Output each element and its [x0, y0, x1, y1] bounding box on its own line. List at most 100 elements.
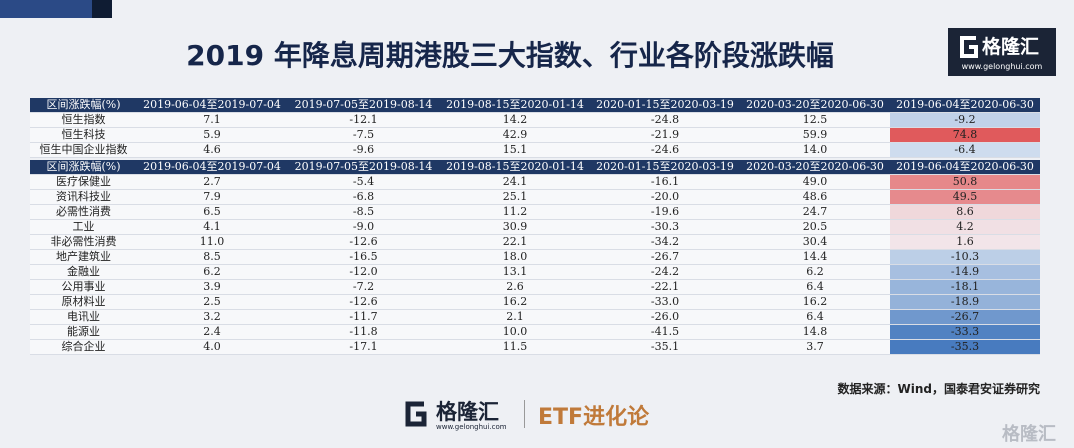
- row: 医疗保健业 2.7 -5.4 24.1 -16.1 49.0 50.8: [30, 174, 1040, 190]
- cell: 10.0: [440, 324, 590, 340]
- cell: 6.4: [740, 309, 890, 325]
- cell: 5.9: [137, 127, 287, 143]
- row: 工业 4.1 -9.0 30.9 -30.3 20.5 4.2: [30, 219, 1040, 235]
- cell: -35.1: [590, 339, 740, 355]
- cell: -14.9: [890, 264, 1040, 280]
- footer-logo-name: 格隆汇: [436, 400, 499, 424]
- logo-icon: [960, 36, 978, 58]
- cell: -10.3: [890, 249, 1040, 265]
- column-header: 2020-01-15至2020-03-19: [590, 98, 740, 113]
- cell: -33.0: [590, 294, 740, 310]
- cell: 11.0: [137, 234, 287, 250]
- cell: -19.6: [590, 204, 740, 220]
- cell: 16.2: [740, 294, 890, 310]
- row-label: 公用事业: [30, 279, 137, 295]
- row-label: 医疗保健业: [30, 174, 137, 190]
- top-bar-block: [92, 0, 112, 18]
- column-header: 2019-06-04至2019-07-04: [137, 98, 287, 113]
- source: 数据来源：Wind，国泰君安证券研究: [837, 382, 1040, 396]
- cell: -5.4: [287, 174, 440, 190]
- column-header: 区间涨跌幅(%): [30, 160, 137, 175]
- row: 地产建筑业 8.5 -16.5 18.0 -26.7 14.4 -10.3: [30, 249, 1040, 265]
- cell: 7.9: [137, 189, 287, 205]
- cell: -8.5: [287, 204, 440, 220]
- cell: -22.1: [590, 279, 740, 295]
- cell: 2.4: [137, 324, 287, 340]
- cell: -16.5: [287, 249, 440, 265]
- cell: -9.2: [890, 112, 1040, 128]
- watermark: 格隆汇: [1002, 424, 1056, 445]
- cell: -24.6: [590, 142, 740, 158]
- cell: 24.1: [440, 174, 590, 190]
- header-row: 区间涨跌幅(%) 2019-06-04至2019-07-04 2019-07-05至…: [30, 160, 1040, 175]
- column-header: 2019-07-05至2019-08-14: [287, 98, 440, 113]
- cell: -12.0: [287, 264, 440, 280]
- cell: 14.4: [740, 249, 890, 265]
- cell: 18.0: [440, 249, 590, 265]
- cell: -6.4: [890, 142, 1040, 158]
- logo-url: www.gelonghui.com: [961, 62, 1043, 71]
- cell: -30.3: [590, 219, 740, 235]
- cell: -35.3: [890, 339, 1040, 355]
- cell: 6.2: [740, 264, 890, 280]
- row: 恒生指数 7.1 -12.1 14.2 -24.8 12.5 -9.2: [30, 112, 1040, 128]
- cell: -34.2: [590, 234, 740, 250]
- row: 电讯业 3.2 -11.7 2.1 -26.0 6.4 -26.7: [30, 309, 1040, 325]
- cell: 49.5: [890, 189, 1040, 205]
- cell: 48.6: [740, 189, 890, 205]
- cell: -18.1: [890, 279, 1040, 295]
- cell: -20.0: [590, 189, 740, 205]
- cell: -24.8: [590, 112, 740, 128]
- cell: -16.1: [590, 174, 740, 190]
- cell: 11.2: [440, 204, 590, 220]
- logo-name: 格隆汇: [982, 36, 1040, 58]
- cell: 4.1: [137, 219, 287, 235]
- row: 原材料业 2.5 -12.6 16.2 -33.0 16.2 -18.9: [30, 294, 1040, 310]
- cell: 30.4: [740, 234, 890, 250]
- column-header: 2020-03-20至2020-06-30: [740, 160, 890, 175]
- cell: -18.9: [890, 294, 1040, 310]
- row: 综合企业 4.0 -17.1 11.5 -35.1 3.7 -35.3: [30, 339, 1040, 355]
- cell: 3.9: [137, 279, 287, 295]
- cell: 13.1: [440, 264, 590, 280]
- row: 必需性消费 6.5 -8.5 11.2 -19.6 24.7 8.6: [30, 204, 1040, 220]
- row: 非必需性消费 11.0 -12.6 22.1 -34.2 30.4 1.6: [30, 234, 1040, 250]
- row-label: 金融业: [30, 264, 137, 280]
- cell: 1.6: [890, 234, 1040, 250]
- row-label: 恒生中国企业指数: [30, 142, 137, 158]
- cell: 6.4: [740, 279, 890, 295]
- row-label: 恒生指数: [30, 112, 137, 128]
- footer-logo-url: www.gelonghui.com: [436, 423, 507, 431]
- cell: -26.0: [590, 309, 740, 325]
- header-row: 区间涨跌幅(%) 2019-06-04至2019-07-04 2019-07-05至…: [30, 98, 1040, 113]
- cell: 2.1: [440, 309, 590, 325]
- cell: -9.6: [287, 142, 440, 158]
- cell: 8.5: [137, 249, 287, 265]
- row: 能源业 2.4 -11.8 10.0 -41.5 14.8 -33.3: [30, 324, 1040, 340]
- cell: -24.2: [590, 264, 740, 280]
- cell: 4.6: [137, 142, 287, 158]
- cell: -12.6: [287, 234, 440, 250]
- cell: -12.1: [287, 112, 440, 128]
- column-header: 2019-08-15至2020-01-14: [440, 160, 590, 175]
- cell: 14.2: [440, 112, 590, 128]
- cell: 22.1: [440, 234, 590, 250]
- cell: -41.5: [590, 324, 740, 340]
- table: 区间涨跌幅(%) 2019-06-04至2019-07-04 2019-07-05至…: [30, 160, 1040, 355]
- cell: 3.2: [137, 309, 287, 325]
- cell: 3.7: [740, 339, 890, 355]
- cell: 7.1: [137, 112, 287, 128]
- cell: -21.9: [590, 127, 740, 143]
- column-header: 2019-06-04至2020-06-30: [890, 160, 1040, 175]
- cell: -33.3: [890, 324, 1040, 340]
- cell: 2.7: [137, 174, 287, 190]
- cell: -7.5: [287, 127, 440, 143]
- tagline: ETF进化论: [538, 405, 650, 430]
- table: 区间涨跌幅(%) 2019-06-04至2019-07-04 2019-07-05至…: [30, 98, 1040, 158]
- row-label: 非必需性消费: [30, 234, 137, 250]
- row-label: 恒生科技: [30, 127, 137, 143]
- row: 资讯科技业 7.9 -6.8 25.1 -20.0 48.6 49.5: [30, 189, 1040, 205]
- cell: -17.1: [287, 339, 440, 355]
- row: 恒生科技 5.9 -7.5 42.9 -21.9 59.9 74.8: [30, 127, 1040, 143]
